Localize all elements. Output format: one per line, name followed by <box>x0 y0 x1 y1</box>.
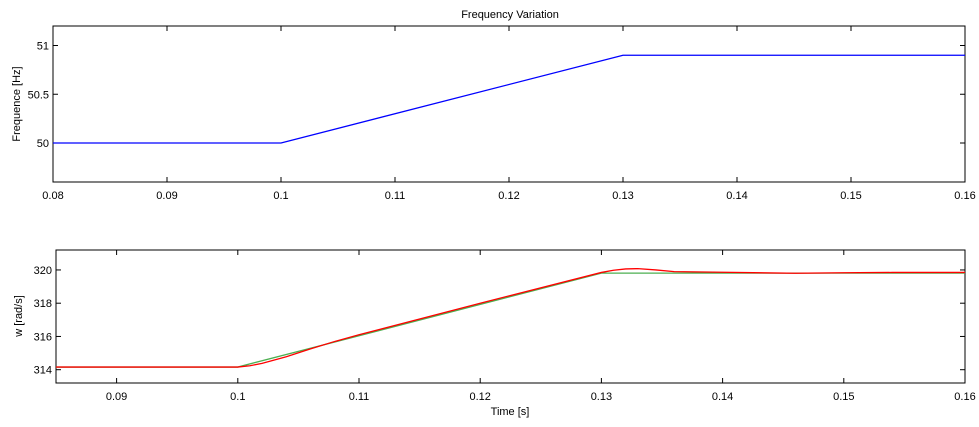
y-tick-labels: 314 316 318 320 <box>34 265 52 377</box>
y-tick-label: 314 <box>34 365 52 377</box>
x-tick-label: 0.11 <box>349 391 370 403</box>
x-tick-label: 0.12 <box>469 391 490 403</box>
frequency-panel: Frequency Variation 0.08 0.09 0.1 0.11 0.12 0… <box>11 9 976 202</box>
angular-speed-panel: 0.09 0.1 0.11 0.12 0.13 0.14 0.15 0.16 31431631… <box>13 249 976 418</box>
y-tick-label: 50.5 <box>28 89 49 101</box>
y-tick-label: 316 <box>34 331 52 343</box>
x-tick-label: 0.16 <box>954 391 975 403</box>
x-tick-label: 0.12 <box>498 190 519 202</box>
y-tick-label: 50 <box>37 138 49 150</box>
y-axis-label: Frequence [Hz] <box>11 66 23 141</box>
x-tick-label: 0.15 <box>840 190 861 202</box>
y-axis-label: w [rad/s] <box>13 295 25 338</box>
x-tick-label: 0.09 <box>106 391 127 403</box>
y-tick-labels: 50 50.5 51 <box>28 41 49 151</box>
x-tick-label: 0.11 <box>385 190 406 202</box>
y-tick-label: 320 <box>34 265 52 277</box>
x-tick-labels: 0.08 0.09 0.1 0.11 0.12 0.13 0.14 0.15 0.16 <box>42 190 975 202</box>
series-group <box>53 54 965 144</box>
x-tick-label: 0.13 <box>612 190 633 202</box>
plot-frame <box>52 25 966 183</box>
series-group <box>56 267 965 368</box>
x-tick-label: 0.1 <box>230 391 245 403</box>
y-tick-label: 318 <box>34 298 52 310</box>
series-line-2 <box>56 267 965 368</box>
x-tick-label: 0.13 <box>591 391 612 403</box>
series-line-1 <box>53 54 965 144</box>
x-tick-label: 0.14 <box>726 190 747 202</box>
x-tick-label: 0.14 <box>712 391 733 403</box>
tick-marks <box>56 250 966 383</box>
x-tick-labels: 0.09 0.1 0.11 0.12 0.13 0.14 0.15 0.16 <box>106 391 976 403</box>
plot-frame <box>55 249 966 384</box>
x-tick-label: 0.16 <box>954 190 975 202</box>
y-tick-label: 51 <box>37 41 49 53</box>
x-tick-label: 0.08 <box>42 190 63 202</box>
x-tick-label: 0.1 <box>273 190 288 202</box>
x-axis-label: Time [s] <box>491 406 530 418</box>
x-tick-label: 0.09 <box>156 190 177 202</box>
x-tick-label: 0.15 <box>833 391 854 403</box>
chart-title: Frequency Variation <box>461 9 559 21</box>
tick-marks <box>52 26 966 182</box>
